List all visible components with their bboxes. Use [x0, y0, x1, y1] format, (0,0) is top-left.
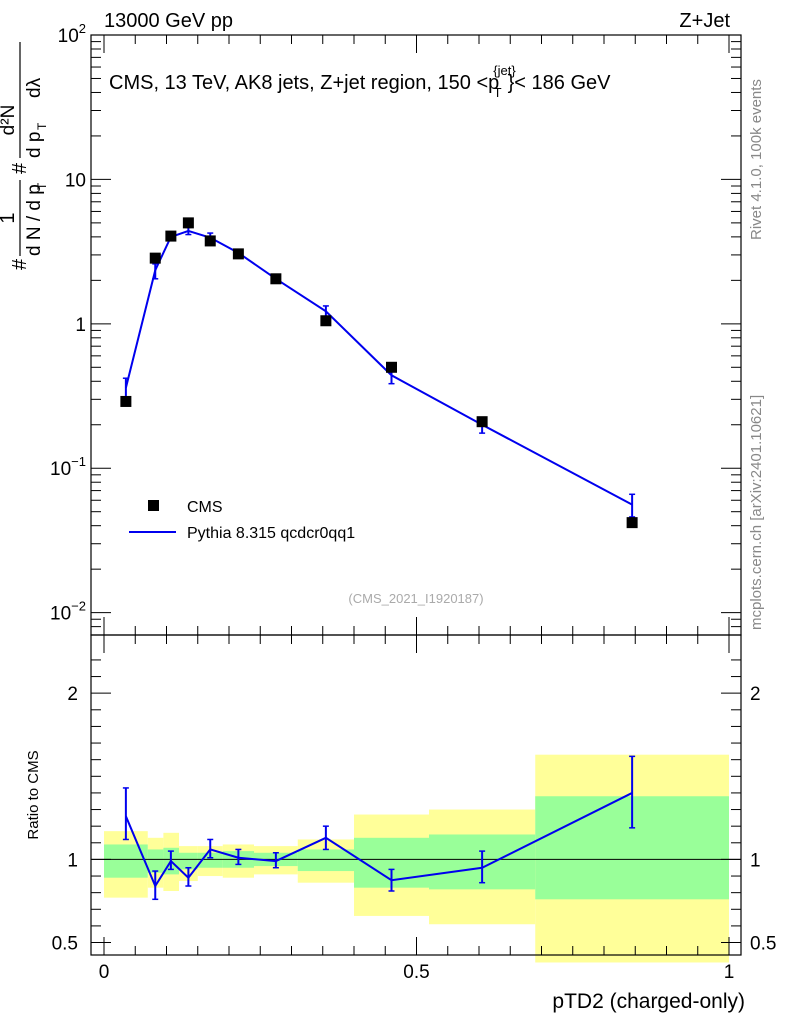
y-tick-label: 10 [65, 170, 86, 191]
ratio-y-tick-label: 0.5 [52, 934, 78, 955]
legend: CMS Pythia 8.315 qcdcr0qq1 [129, 499, 355, 542]
cms-point [476, 416, 488, 428]
ratio-y-tick-label: 1 [67, 850, 78, 871]
cms-point [182, 217, 194, 229]
cms-point [149, 252, 161, 264]
ratio-green-band [104, 844, 148, 878]
x-tick-label: 1 [724, 962, 735, 983]
cms-point [386, 361, 397, 373]
mcplots-label: mcplots.cern.ch [arXiv:2401.10621] [748, 395, 765, 630]
cms-point [232, 248, 244, 260]
ratio-green-band [147, 849, 164, 873]
ratio-y-tick-label-right: 1 [750, 850, 761, 871]
svg-text:T: T [35, 182, 49, 190]
main-ylabel: # 1 d N / d p T # d²N d p T dλ [0, 42, 49, 270]
energy-header: 13000 GeV pp [104, 10, 233, 32]
cms-point [320, 315, 332, 327]
y-tick-label: 10−2 [50, 599, 86, 625]
y-tick-label: 10−1 [50, 454, 86, 480]
pythia-line [124, 229, 633, 506]
ratio-y-tick-label-right: 2 [750, 684, 761, 705]
ratio-green-band [179, 852, 198, 870]
y-tick-label: 102 [58, 21, 86, 47]
cms-point [204, 235, 216, 247]
ratio-y-tick-label: 2 [67, 684, 78, 705]
cms-point [120, 395, 132, 407]
cms-point [270, 273, 282, 285]
cms-point [626, 517, 638, 529]
ratio-y-tick-label-right: 0.5 [750, 934, 776, 955]
x-tick-label: 0 [99, 962, 110, 983]
process-header: Z+Jet [679, 10, 730, 32]
ratio-green-band [297, 849, 354, 872]
legend-cms-marker [148, 500, 159, 511]
y-tick-label: 1 [75, 315, 86, 336]
analysis-watermark: (CMS_2021_I1920187) [348, 591, 483, 606]
plot-title: CMS, 13 TeV, AK8 jets, Z+jet region, 150… [109, 63, 611, 100]
ratio-ylabel: Ratio to CMS [25, 750, 42, 839]
svg-text:1: 1 [0, 212, 19, 223]
x-tick-label: 0.5 [403, 962, 429, 983]
svg-text:#: # [9, 258, 31, 270]
legend-mc-label: Pythia 8.315 qcdcr0qq1 [187, 525, 355, 542]
x-axis-label: pTD2 (charged-only) [552, 990, 745, 1013]
svg-text:d N / d p: d N / d p [24, 184, 45, 256]
svg-text:dλ: dλ [24, 77, 45, 98]
cms-point [165, 230, 177, 242]
legend-cms-label: CMS [187, 499, 223, 516]
ratio-panel: 0.5 0.5 1 1 2 2 0 0.5 1 Ratio to CMS pTD2 (charg… [25, 634, 776, 1013]
svg-text:#: # [9, 162, 31, 174]
svg-text:d²N: d²N [0, 105, 19, 136]
svg-text:T: T [35, 122, 49, 130]
svg-text:d p: d p [24, 132, 45, 158]
main-frame [90, 34, 742, 636]
main-panel: 102 10 1 10−1 10−2 CMS, 13 TeV, AK8 jets, Z+… [0, 21, 742, 636]
rivet-label: Rivet 4.1.0, 100k events [748, 79, 765, 240]
